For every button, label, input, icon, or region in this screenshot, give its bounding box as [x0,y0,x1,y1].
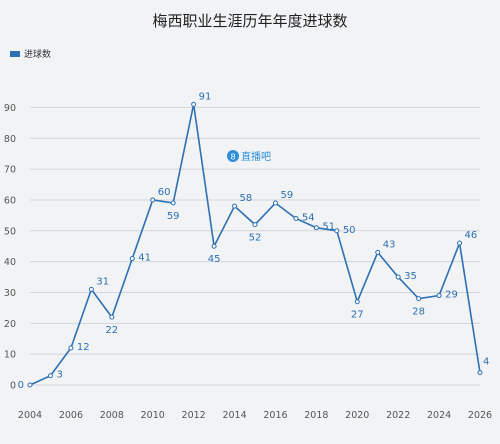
x-tick-label: 2010 [141,410,165,421]
x-tick-label: 2008 [100,410,124,421]
logo-icon-glyph: 8 [230,153,235,162]
y-tick-label: 0 [10,381,16,392]
legend-label: 进球数 [24,48,51,60]
data-point[interactable] [27,382,33,388]
legend-swatch [10,51,20,57]
data-point[interactable] [129,256,135,262]
data-point[interactable] [375,249,381,255]
data-point[interactable] [150,197,156,203]
y-tick-label: 70 [4,165,16,176]
data-label: 52 [249,233,262,244]
x-tick-label: 2006 [59,410,83,421]
chart-title: 梅西职业生涯历年年度进球数 [152,12,347,30]
data-point[interactable] [211,243,217,249]
y-tick-label: 20 [4,319,16,330]
data-point[interactable] [354,299,360,305]
data-point[interactable] [313,225,319,231]
data-label: 29 [445,290,458,301]
data-point[interactable] [436,293,442,299]
data-label: 60 [158,187,171,198]
watermark-text: 直播吧 [241,150,271,163]
x-tick-label: 2004 [18,410,42,421]
data-label: 91 [199,91,212,102]
x-tick-label: 2024 [427,410,451,421]
data-labels: 0 3 12 31 22 41 60 59 91 45 58 52 59 54 51 50 27 43 35 28 29… [18,91,490,391]
data-label: 59 [280,190,293,201]
data-point[interactable] [191,101,197,107]
x-tick-label: 2020 [345,410,369,421]
data-label: 58 [240,193,253,204]
x-tick-label: 2022 [386,410,410,421]
data-label: 28 [412,307,425,318]
watermark: 8 直播吧 [227,150,271,163]
data-label: 59 [167,211,180,222]
data-label: 54 [302,212,315,223]
data-label: 41 [138,253,151,264]
legend[interactable]: 进球数 [10,48,51,60]
data-point[interactable] [334,228,340,234]
data-point[interactable] [47,373,53,379]
data-label: 4 [483,357,489,368]
grid-lines [30,106,480,386]
data-label: 31 [96,276,109,287]
data-label: 0 [18,380,24,391]
y-tick-label: 90 [4,103,16,114]
x-axis-ticks: 2004 2006 2008 2010 2012 2014 2016 2018 2020 2022… [18,410,492,421]
y-tick-label: 50 [4,226,16,237]
data-label: 45 [208,254,221,265]
data-point[interactable] [232,203,238,209]
data-label: 3 [56,370,62,381]
y-tick-label: 40 [4,257,16,268]
y-axis-ticks: 0 10 20 30 40 50 60 70 80 90 [4,103,16,392]
data-label: 12 [77,342,90,353]
x-tick-label: 2012 [182,410,206,421]
data-point[interactable] [272,200,278,206]
x-tick-label: 2014 [222,410,246,421]
x-tick-label: 2016 [263,410,287,421]
data-point[interactable] [170,200,176,206]
data-point[interactable] [457,240,463,246]
data-point[interactable] [68,345,74,351]
data-label: 27 [351,310,364,321]
data-point[interactable] [477,370,483,376]
data-point[interactable] [252,222,258,228]
data-point[interactable] [293,215,299,221]
data-label: 43 [383,239,396,250]
data-label: 46 [465,230,478,241]
data-point[interactable] [395,274,401,280]
data-label: 51 [322,222,335,233]
x-tick-label: 2026 [468,410,492,421]
y-tick-label: 30 [4,288,16,299]
y-tick-label: 60 [4,195,16,206]
logo-icon [227,150,239,162]
data-label: 22 [105,325,118,336]
data-point[interactable] [88,286,94,292]
y-tick-label: 10 [4,350,16,361]
data-label: 50 [343,225,356,236]
series-goals[interactable] [27,101,483,388]
x-tick-label: 2018 [304,410,328,421]
data-point[interactable] [416,296,422,302]
data-label: 35 [404,271,417,282]
data-point[interactable] [109,314,115,320]
y-tick-label: 80 [4,134,16,145]
